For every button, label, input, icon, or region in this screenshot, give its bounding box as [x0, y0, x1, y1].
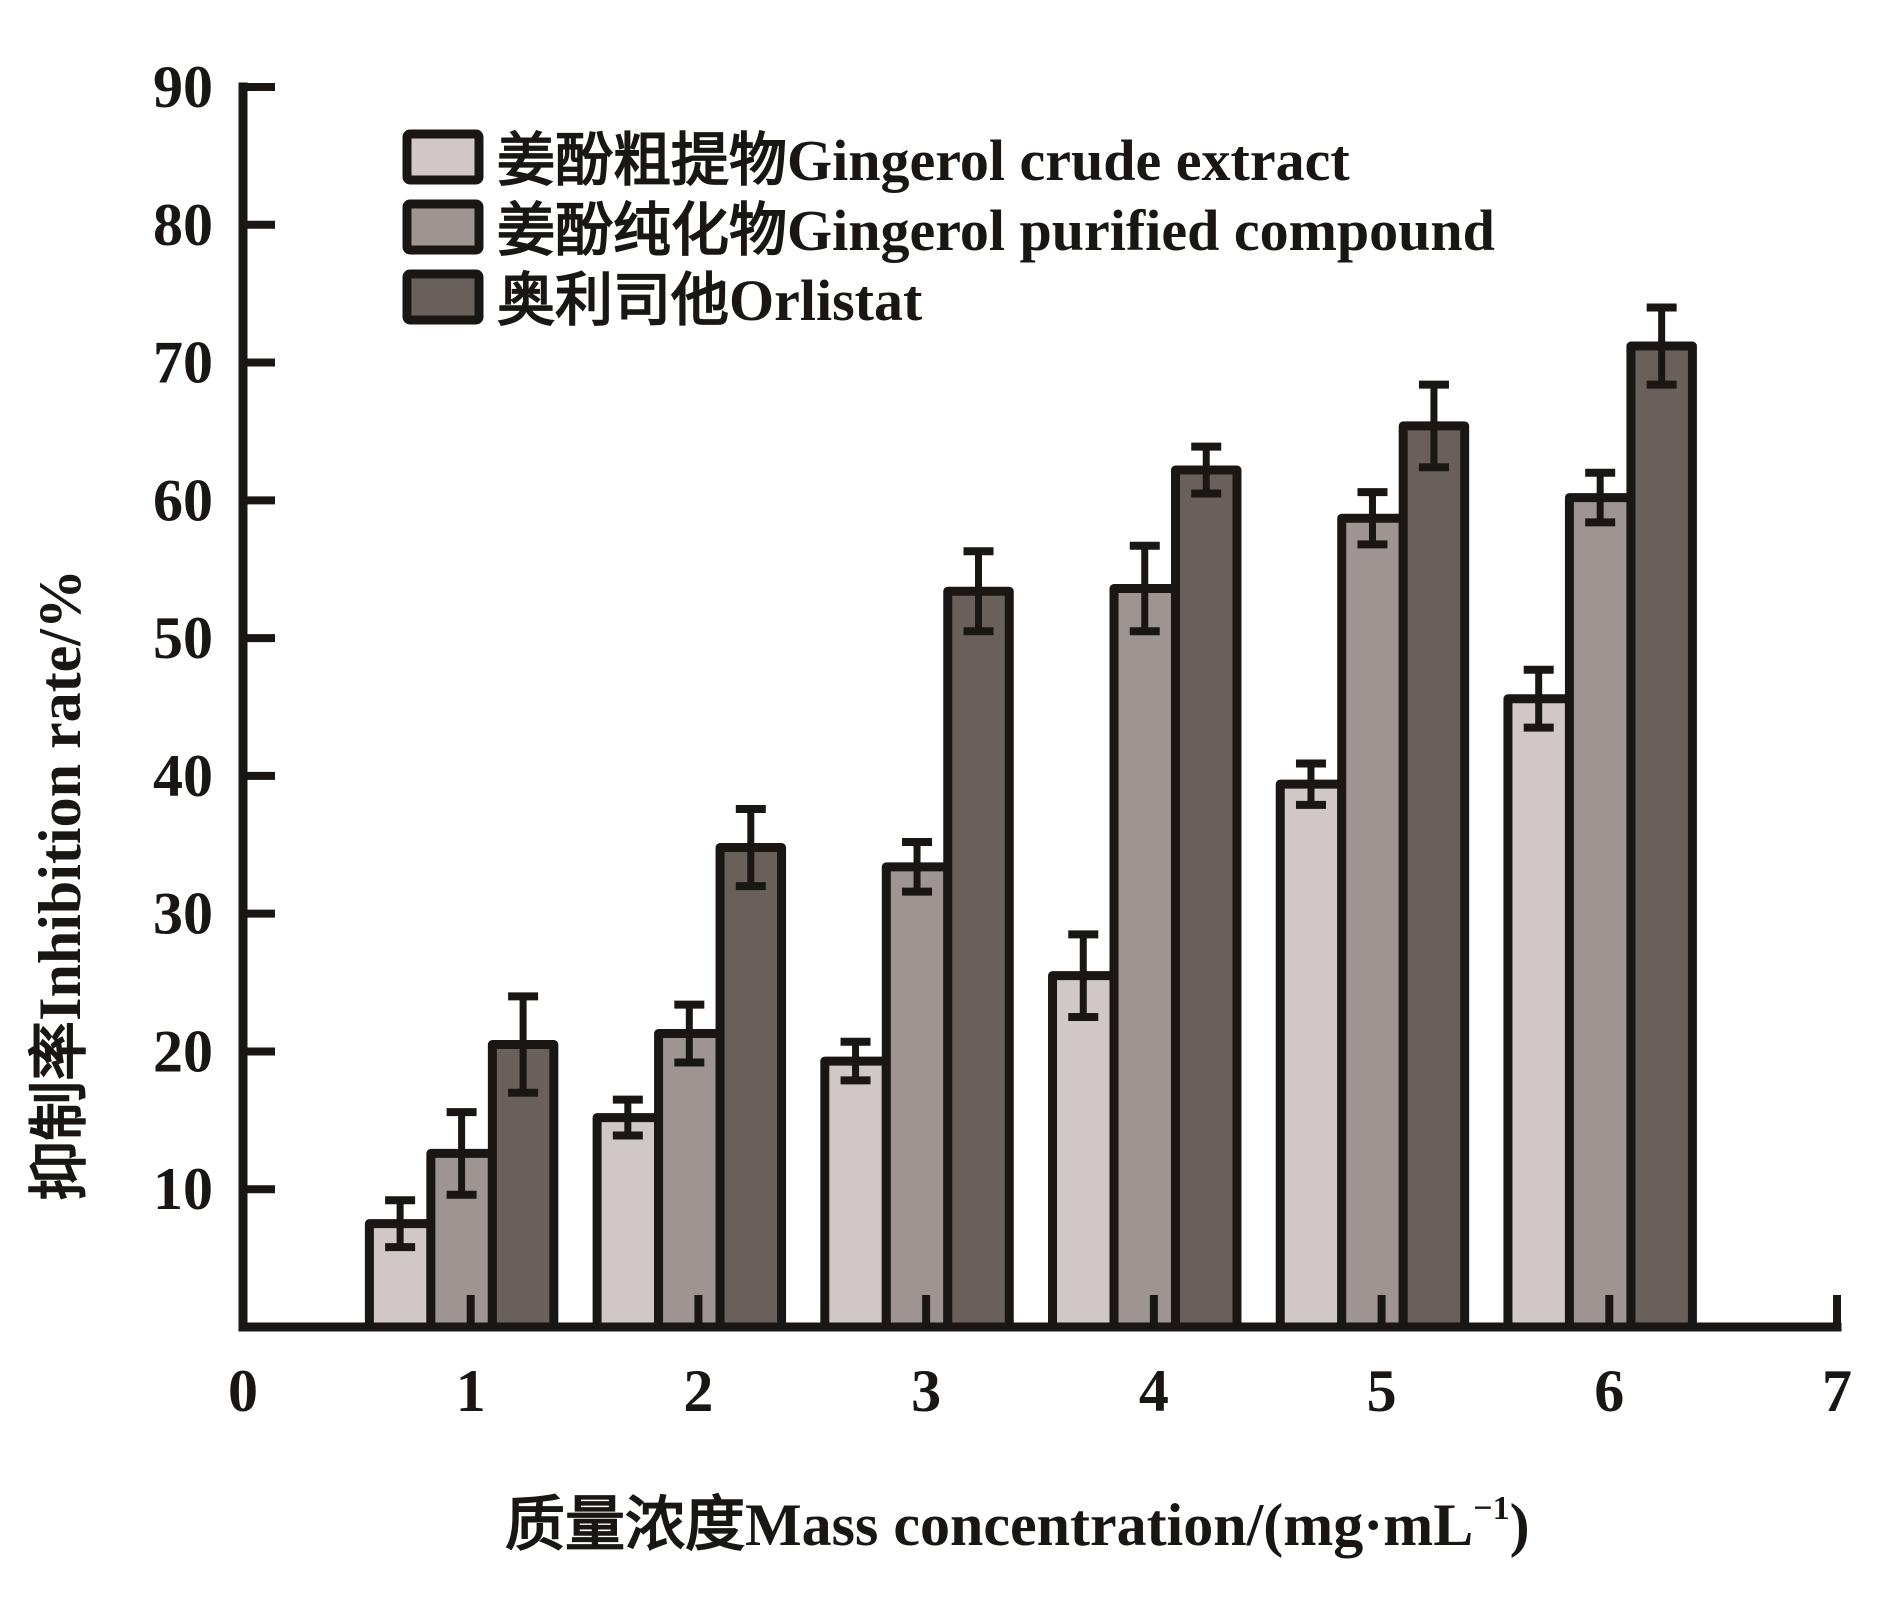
y-tick-label: 70: [153, 330, 213, 396]
error-bar: [1068, 930, 1099, 1021]
x-tick-label: 7: [1822, 1358, 1852, 1424]
error-bar: [1585, 468, 1616, 527]
x-tick-label: 4: [1139, 1358, 1169, 1424]
error-bar: [1295, 759, 1326, 809]
bar-series-3-x3: [943, 586, 1014, 1332]
x-axis-title-suffix: ): [1510, 1492, 1530, 1558]
y-tick-label: 40: [153, 743, 213, 809]
error-bar: [385, 1196, 416, 1252]
bar-series-1-x6: [1503, 694, 1574, 1332]
error-bar: [446, 1108, 477, 1199]
error-bar: [1523, 665, 1554, 732]
x-tick-label: 5: [1367, 1358, 1397, 1424]
bar-series-3-x6: [1626, 341, 1697, 1332]
legend-label: 姜酚纯化物Gingerol purified compound: [497, 198, 1495, 263]
bar-series-1-x5: [1275, 779, 1347, 1332]
legend: 姜酚粗提物Gingerol crude extract姜酚纯化物Gingerol…: [402, 128, 1495, 333]
y-tick-label: 50: [153, 605, 213, 671]
bar-series-1-x4: [1048, 971, 1119, 1332]
y-axis-title: 抑制率Inhibition rate/%: [27, 569, 93, 1201]
error-bar: [963, 547, 994, 636]
error-bar: [508, 992, 539, 1097]
bar-series-2-x5: [1337, 513, 1408, 1332]
error-bar: [1646, 303, 1677, 389]
legend-swatch: [402, 199, 484, 255]
bar-series-2-x3: [881, 862, 953, 1332]
error-bar: [1191, 442, 1222, 498]
x-tick-label: 1: [456, 1358, 486, 1424]
error-bar: [735, 804, 766, 891]
y-tick-label: 80: [153, 192, 213, 258]
bar-series-3-x4: [1170, 465, 1242, 1332]
error-bar: [840, 1037, 871, 1085]
legend-label: 奥利司他Orlistat: [497, 268, 923, 333]
bar-series-2-x6: [1564, 493, 1636, 1332]
x-ticks: 0 1 2 3 4 5 6 7: [228, 1295, 1852, 1424]
bar-series-1-x3: [820, 1056, 891, 1332]
legend-swatch: [402, 269, 484, 325]
legend-item: 姜酚粗提物Gingerol crude extract: [402, 128, 1350, 193]
bar-series-3-x2: [715, 843, 787, 1332]
error-bar: [1357, 488, 1388, 549]
legend-item: 奥利司他Orlistat: [402, 268, 923, 333]
axes: [238, 82, 1842, 1332]
error-bars-layer: [385, 303, 1677, 1252]
y-tick-label: 30: [153, 881, 213, 947]
x-axis-title-superscript: −1: [1473, 1490, 1509, 1527]
bar-series-2-x2: [654, 1029, 725, 1332]
error-bar: [674, 1000, 705, 1067]
bar-series-2-x4: [1109, 584, 1180, 1332]
x-tick-label: 3: [911, 1358, 941, 1424]
y-tick-label: 10: [153, 1156, 213, 1222]
error-bar: [1418, 380, 1449, 472]
y-tick-label: 20: [153, 1018, 213, 1084]
legend-label: 姜酚粗提物Gingerol crude extract: [497, 128, 1350, 193]
x-axis-title: 质量浓度Mass concentration/(mg·mL−1): [505, 1490, 1530, 1558]
legend-swatch: [402, 129, 484, 185]
legend-item: 姜酚纯化物Gingerol purified compound: [402, 198, 1495, 263]
error-bar: [902, 838, 933, 896]
y-ticks: 10 20 30 40 50 60 70 80 90: [153, 54, 275, 1222]
x-tick-label: 0: [228, 1358, 258, 1424]
bar-series-3-x5: [1398, 421, 1470, 1332]
x-axis-title-main: 质量浓度Mass concentration/(mg·mL: [505, 1492, 1473, 1558]
error-bar: [1129, 541, 1160, 636]
error-bar: [612, 1095, 643, 1140]
bar-series-1-x2: [592, 1113, 664, 1332]
bars-layer: [364, 341, 1697, 1332]
y-tick-label: 90: [153, 54, 213, 120]
x-tick-label: 2: [683, 1358, 713, 1424]
x-tick-label: 6: [1594, 1358, 1624, 1424]
y-tick-label: 60: [153, 467, 213, 533]
